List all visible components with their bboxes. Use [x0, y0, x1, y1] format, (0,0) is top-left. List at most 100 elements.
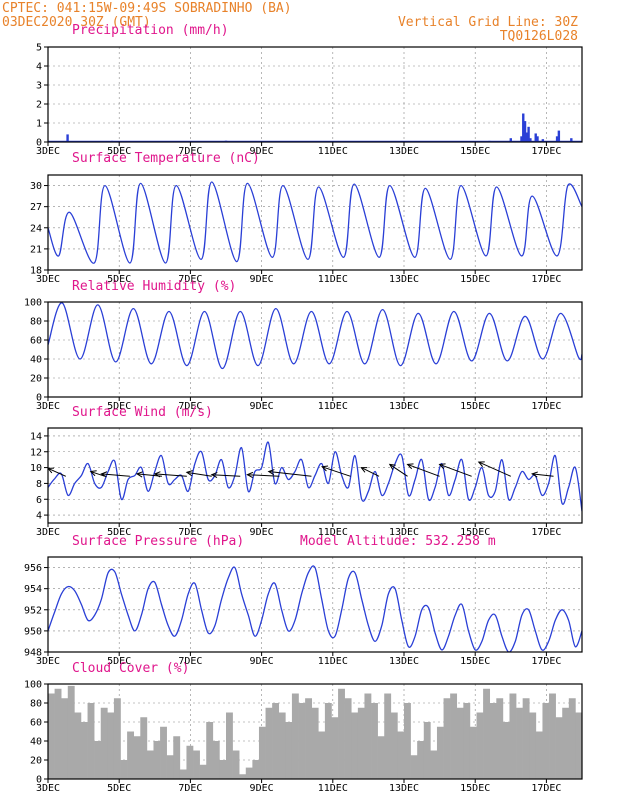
wind-arrow-head	[388, 463, 396, 470]
precipitation-marks	[48, 113, 582, 142]
precip-bar	[534, 133, 537, 142]
xtick-label: 15DEC	[460, 783, 490, 794]
cloud-bar	[272, 703, 280, 779]
ytick-label: 952	[24, 605, 42, 616]
ytick-label: 0	[36, 775, 42, 786]
cloud-bar	[61, 698, 69, 779]
xtick-label: 3DEC	[36, 401, 60, 412]
cloud-bar	[173, 736, 181, 779]
cloud-bar	[443, 698, 451, 779]
ytick-label: 60	[30, 336, 42, 347]
header-gridline: Vertical Grid Line: 30Z	[398, 15, 578, 30]
xtick-label: 15DEC	[460, 401, 490, 412]
cloud-bar	[371, 703, 378, 779]
ytick-label: 948	[24, 648, 42, 659]
wind-arrow	[154, 473, 187, 477]
cloud-bar	[252, 760, 260, 779]
xtick-label: 11DEC	[318, 401, 348, 412]
xtick-label: 3DEC	[36, 783, 60, 794]
ytick-label: 0	[36, 138, 42, 149]
cloud-bar	[430, 750, 438, 779]
cloud-panel: Cloud Cover (%) 0 20 40 60 80 100 3DEC 5DEC 7DEC 9…	[24, 661, 583, 794]
cloud-bar	[502, 722, 510, 779]
cloud-bar	[489, 703, 497, 779]
wind-arrow-head	[360, 467, 368, 473]
xtick-label: 5DEC	[107, 401, 131, 412]
wind-arrow-head	[438, 463, 446, 470]
ytick-label: 80	[30, 317, 42, 328]
cloud-bar	[113, 698, 121, 779]
wind-arrow-head	[406, 463, 414, 470]
temperature-panel: Surface Temperature (nC) 18 21 24 27 30 3DEC 5D…	[30, 151, 583, 285]
cloud-bar	[226, 712, 233, 779]
temperature-title: Surface Temperature (nC)	[72, 151, 260, 166]
xtick-label: 17DEC	[531, 401, 561, 412]
ytick-label: 5	[36, 43, 42, 54]
cloud-bar	[193, 750, 200, 779]
xtick-label: 13DEC	[389, 146, 419, 157]
xtick-label: 9DEC	[250, 527, 274, 538]
cloud-bar	[80, 722, 88, 779]
ytick-label: 956	[24, 563, 42, 574]
xtick-label: 5DEC	[107, 527, 131, 538]
ytick-label: 1	[36, 119, 42, 130]
humidity-line	[48, 302, 582, 370]
wind-arrow-head	[153, 471, 161, 478]
cloud-bar	[456, 707, 464, 779]
cloud-bar	[199, 764, 207, 779]
xtick-label: 11DEC	[318, 783, 348, 794]
cloud-bar	[146, 750, 154, 779]
wind-arrow	[48, 467, 67, 477]
xtick-label: 13DEC	[389, 401, 419, 412]
wind-arrow	[247, 474, 280, 477]
ytick-label: 12	[30, 447, 42, 458]
wind-panel: Surface Wind (m/s) 4 6 8 10 12 14 3DEC 5DEC 7DEC 9…	[30, 405, 583, 538]
ytick-label: 20	[30, 374, 42, 385]
cloud-bar	[496, 698, 504, 779]
xtick-label: 17DEC	[531, 656, 561, 667]
cloud-marks	[48, 685, 582, 779]
xtick-label: 15DEC	[460, 527, 490, 538]
wind-arrow	[407, 463, 440, 477]
cloud-bar	[522, 698, 530, 779]
cloud-bar	[542, 703, 550, 779]
wind-arrow	[321, 466, 351, 477]
wind-arrow	[478, 461, 512, 477]
cloud-frame	[47, 683, 583, 780]
xtick-label: 7DEC	[178, 783, 202, 794]
cloud-bar	[186, 745, 194, 779]
wind-arrow-head	[531, 471, 538, 478]
cloud-bar	[179, 769, 187, 779]
xtick-label: 9DEC	[250, 783, 274, 794]
cloud-bar	[535, 731, 543, 779]
wind-arrow-head	[89, 470, 97, 477]
cloud-bar	[48, 693, 55, 779]
cloud-bar	[516, 707, 523, 779]
cloud-bar	[562, 707, 570, 779]
wind-arrow	[389, 464, 408, 477]
ytick-label: 40	[30, 355, 42, 366]
cloud-bar	[298, 703, 306, 779]
wind-title: Surface Wind (m/s)	[72, 405, 213, 420]
wind-arrow	[361, 467, 380, 477]
xtick-label: 5DEC	[107, 146, 131, 157]
cloud-title: Cloud Cover (%)	[72, 661, 189, 676]
wind-arrow	[211, 474, 241, 477]
ytick-label: 24	[30, 223, 42, 234]
cloud-bar	[436, 726, 444, 779]
xtick-label: 13DEC	[389, 783, 419, 794]
cloud-bar	[54, 688, 62, 779]
xtick-label: 7DEC	[178, 527, 202, 538]
cloud-bar	[94, 741, 102, 779]
temperature-frame	[47, 174, 583, 271]
humidity-panel: Relative Humidity (%) 0 20 40 60 80 100 3DEC 5DE…	[24, 279, 583, 412]
wind-arrow-head	[48, 467, 55, 474]
cloud-bar	[390, 712, 398, 779]
cloud-bar	[160, 726, 167, 779]
precip-bar	[527, 126, 530, 142]
cloud-bar	[331, 717, 339, 779]
pressure-subtitle: Model Altitude: 532.258 m	[300, 534, 496, 549]
cloud-bar	[404, 703, 411, 779]
ytick-label: 4	[36, 511, 42, 522]
cloud-bar	[450, 693, 458, 779]
